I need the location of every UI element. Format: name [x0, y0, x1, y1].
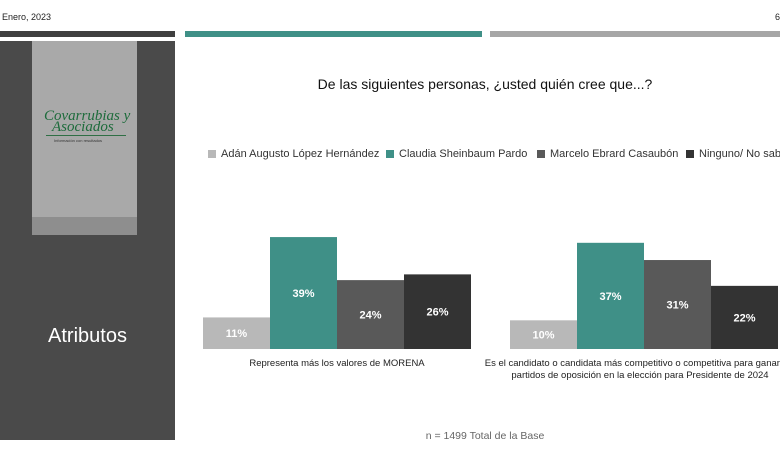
- bar-1-2: [270, 237, 337, 349]
- legend-swatch: [208, 150, 216, 158]
- bar-2-4: [711, 285, 778, 349]
- logo-line-2: Asociados: [52, 119, 114, 135]
- data-label: 11%: [226, 328, 248, 340]
- logo-underline: [46, 135, 126, 136]
- legend-label: Ninguno/ No sabe: [699, 148, 780, 160]
- legend-swatch: [386, 150, 394, 158]
- legend-label: Claudia Sheinbaum Pardo: [399, 148, 528, 160]
- category-label: partidos de oposición en la elección par…: [511, 370, 768, 381]
- bar-2-1: [510, 320, 577, 349]
- bar-1-4: [404, 274, 471, 349]
- page-number: 6: [774, 12, 780, 22]
- category-label: Es el candidato o candidata más competit…: [485, 358, 780, 369]
- data-label: 39%: [292, 288, 314, 300]
- data-label: 24%: [359, 310, 381, 322]
- sidebar-panel: Atributos: [0, 41, 175, 440]
- legend-item-ninguno: Ninguno/ No sabe: [686, 148, 780, 160]
- data-label: 22%: [733, 312, 755, 324]
- legend-item-lopez: Adán Augusto López Hernández: [208, 148, 379, 160]
- legend-swatch: [537, 150, 545, 158]
- header-rule-dark: [0, 31, 175, 37]
- legend-item-ebrard: Marcelo Ebrard Casaubón: [537, 148, 678, 160]
- chart-title: De las siguientes personas, ¿usted quién…: [317, 76, 653, 92]
- data-label: 37%: [599, 291, 621, 303]
- legend-label: Adán Augusto López Hernández: [221, 148, 380, 160]
- header-rule-gray: [490, 31, 780, 37]
- legend-swatch: [686, 150, 694, 158]
- bar-2-3: [644, 260, 711, 349]
- bar-1-1: [203, 317, 270, 349]
- sample-size-note: n = 1499 Total de la Base: [425, 430, 545, 442]
- data-label: 26%: [426, 307, 448, 319]
- bar-2-2: [577, 242, 644, 349]
- logo-tagline: Información con resultados: [54, 138, 103, 143]
- logo-line-1: Covarrubias y: [44, 108, 131, 124]
- legend-label: Marcelo Ebrard Casaubón: [550, 148, 679, 160]
- bar-1-3: [337, 280, 404, 349]
- company-logo: Covarrubias y Asociados Información con …: [32, 41, 137, 235]
- sidebar-title: Atributos: [48, 325, 127, 347]
- legend-item-sheinbaum: Claudia Sheinbaum Pardo: [386, 148, 527, 160]
- data-label: 31%: [666, 300, 688, 312]
- header-date: Enero, 2023: [2, 12, 52, 22]
- header-rule-teal: [185, 31, 482, 37]
- data-label: 10%: [532, 330, 554, 342]
- category-label: Representa más los valores de MORENA: [249, 358, 425, 369]
- logo-box-band: [32, 217, 137, 235]
